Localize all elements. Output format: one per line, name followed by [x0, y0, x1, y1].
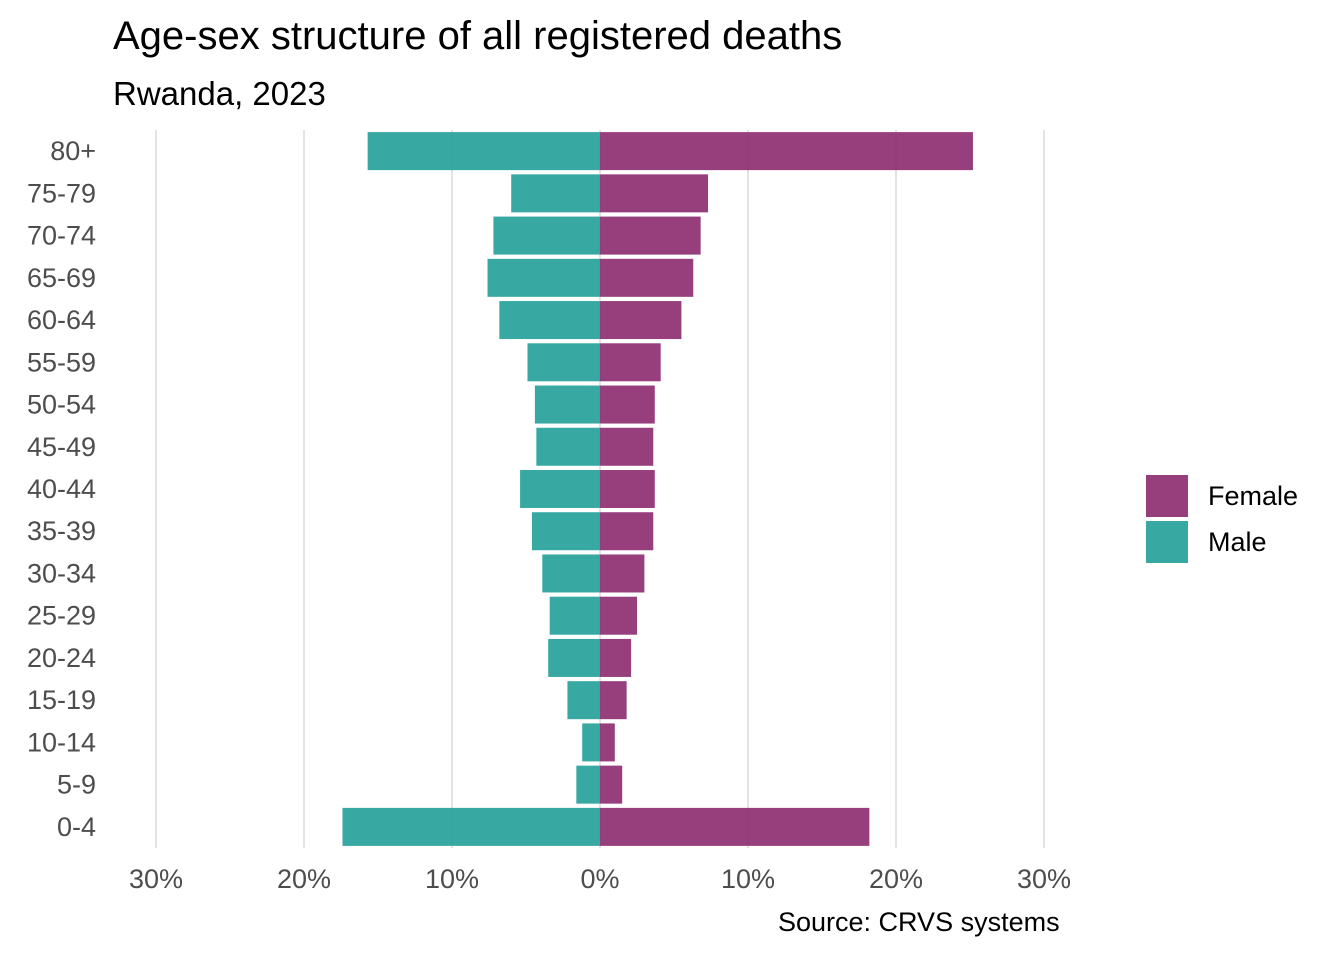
y-tick-label: 15-19 [27, 685, 96, 715]
bar-female-30-34 [600, 554, 645, 593]
bar-female-15-19 [600, 681, 627, 720]
legend-label-male: Male [1208, 526, 1267, 557]
bar-female-35-39 [600, 512, 654, 551]
legend-key-male [1146, 521, 1188, 563]
bar-male-55-59 [527, 343, 600, 382]
bar-female-5-9 [600, 765, 623, 804]
y-tick-label: 50-54 [27, 390, 96, 420]
bar-male-10-14 [582, 723, 600, 762]
x-tick-label: 10% [425, 864, 479, 894]
bar-female-45-49 [600, 427, 654, 466]
bar-male-25-29 [549, 596, 600, 635]
legend-item-male: Male [1146, 519, 1298, 565]
bar-male-50-54 [534, 385, 600, 424]
bar-female-65-69 [600, 258, 694, 297]
legend: Female Male [1146, 473, 1298, 565]
legend-key-female [1146, 475, 1188, 517]
y-tick-label: 55-59 [27, 347, 96, 377]
y-tick-label: 60-64 [27, 305, 96, 335]
y-tick-label: 40-44 [27, 474, 96, 504]
bar-male-35-39 [531, 512, 600, 551]
x-tick-label: 30% [1017, 864, 1071, 894]
y-tick-label: 45-49 [27, 432, 96, 462]
bar-female-25-29 [600, 596, 637, 635]
x-axis-ticks: 30% 20% 10% 0% 10% 20% 30% [129, 864, 1071, 894]
legend-item-female: Female [1146, 473, 1298, 519]
bar-female-70-74 [600, 216, 701, 255]
bar-female-80+ [600, 132, 973, 171]
y-tick-label: 35-39 [27, 516, 96, 546]
bar-female-60-64 [600, 301, 682, 340]
bar-female-10-14 [600, 723, 615, 762]
y-tick-label: 70-74 [27, 221, 96, 251]
bar-male-20-24 [548, 638, 600, 677]
y-tick-label: 30-34 [27, 558, 96, 588]
x-tick-label: 20% [277, 864, 331, 894]
x-tick-label: 30% [129, 864, 183, 894]
bar-male-75-79 [511, 174, 600, 213]
bar-male-45-49 [536, 427, 600, 466]
y-tick-label: 75-79 [27, 178, 96, 208]
bar-male-70-74 [493, 216, 600, 255]
x-tick-label: 0% [580, 864, 619, 894]
y-tick-label: 20-24 [27, 643, 96, 673]
bar-male-15-19 [567, 681, 600, 720]
y-tick-label: 0-4 [57, 812, 96, 842]
bar-female-50-54 [600, 385, 655, 424]
bar-male-0-4 [342, 807, 600, 846]
y-tick-label: 5-9 [57, 770, 96, 800]
bar-male-30-34 [542, 554, 600, 593]
y-tick-label: 25-29 [27, 601, 96, 631]
y-tick-label: 65-69 [27, 263, 96, 293]
chart-title: Age-sex structure of all registered deat… [113, 14, 843, 58]
bar-male-5-9 [576, 765, 600, 804]
bar-female-55-59 [600, 343, 661, 382]
chart-caption: Source: CRVS systems [778, 907, 1060, 937]
x-tick-label: 20% [869, 864, 923, 894]
bar-female-75-79 [600, 174, 709, 213]
bar-female-0-4 [600, 807, 870, 846]
bar-female-40-44 [600, 469, 655, 509]
bars [342, 132, 973, 846]
y-axis-ticks: 0-4 5-9 10-14 15-19 20-24 25-29 30-34 35-39 40-4… [27, 136, 96, 842]
bar-male-80+ [367, 132, 600, 171]
legend-label-female: Female [1208, 480, 1299, 511]
y-tick-label: 80+ [50, 136, 96, 166]
bar-male-40-44 [520, 469, 600, 509]
chart-subtitle: Rwanda, 2023 [113, 75, 326, 112]
bar-male-65-69 [487, 258, 600, 297]
bar-female-20-24 [600, 638, 632, 677]
x-tick-label: 10% [721, 864, 775, 894]
bar-male-60-64 [499, 301, 600, 340]
y-tick-label: 10-14 [27, 727, 96, 757]
